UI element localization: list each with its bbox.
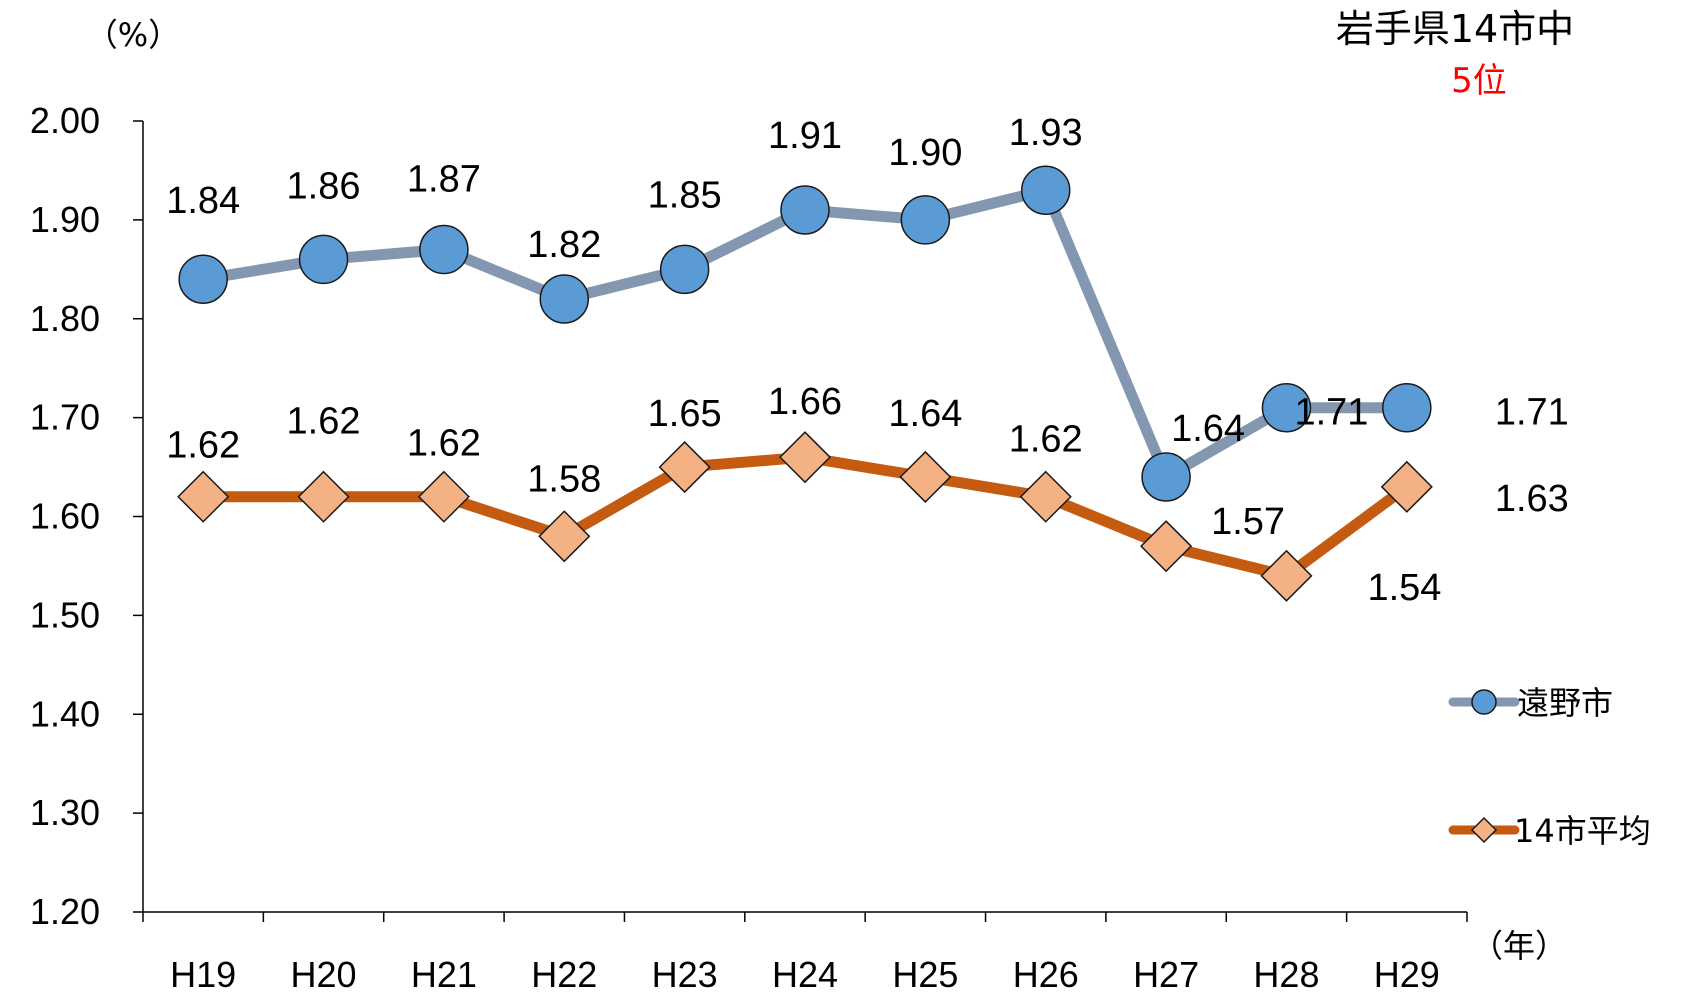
data-label: 1.65 <box>648 393 722 435</box>
legend-item-1: 14市平均 <box>1448 812 1651 850</box>
x-tick-label: H27 <box>1133 954 1199 992</box>
data-point-circle <box>1020 165 1071 215</box>
y-tick-label: 1.30 <box>30 792 100 833</box>
data-point-diamond <box>177 470 230 523</box>
data-label: 1.64 <box>1171 408 1245 450</box>
legend-label: 遠野市 <box>1517 684 1613 722</box>
x-unit-label: （年） <box>1471 927 1567 965</box>
data-label: 1.62 <box>287 401 361 443</box>
data-label: 1.87 <box>407 159 481 201</box>
y-tick-label: 2.00 <box>30 100 100 141</box>
y-tick-label: 1.50 <box>30 594 100 635</box>
data-point-circle <box>659 244 710 295</box>
data-point-diamond <box>297 470 350 523</box>
data-label: 1.71 <box>1294 392 1368 434</box>
data-label: 1.58 <box>527 458 601 500</box>
x-tick-label: H23 <box>652 954 718 992</box>
data-label: 1.71 <box>1495 392 1569 434</box>
x-tick-label: H29 <box>1374 954 1440 992</box>
x-ticks: H19 H20 H21 H22 H23 H24 H25 H26 H27 H28 H29 <box>142 912 1468 992</box>
x-tick-label: H26 <box>1013 954 1079 992</box>
data-point-circle <box>419 224 469 275</box>
y-ticks: 1.20 1.30 1.40 1.50 1.60 1.70 1.80 1.90 2.00 <box>30 100 143 932</box>
x-tick-label: H21 <box>411 954 477 992</box>
x-tick-label: H20 <box>291 954 357 992</box>
data-label: 1.62 <box>166 425 240 467</box>
x-tick-label: H28 <box>1253 954 1319 992</box>
data-label: 1.86 <box>287 165 361 207</box>
data-point-diamond <box>417 470 470 523</box>
y-unit-label: （%） <box>86 16 180 54</box>
data-point-diamond <box>1260 549 1313 602</box>
data-label: 1.62 <box>407 423 481 465</box>
data-point-circle <box>1382 382 1432 433</box>
data-point-diamond <box>538 510 591 563</box>
data-point-circle <box>298 234 349 285</box>
data-label: 1.85 <box>648 174 722 216</box>
data-point-circle <box>1141 452 1191 502</box>
data-label: 1.82 <box>527 224 601 266</box>
annotation-line2: 5位 <box>1451 61 1507 101</box>
data-point-circle <box>539 274 590 324</box>
annotation-line1: 岩手県14市中 <box>1336 7 1574 51</box>
data-point-diamond <box>899 450 952 504</box>
axes: 1.20 1.30 1.40 1.50 1.60 1.70 1.80 1.90 2.00 H19… <box>30 100 1468 992</box>
y-tick-label: 1.20 <box>30 891 100 932</box>
y-tick-label: 1.40 <box>30 693 100 734</box>
legend-label: 14市平均 <box>1514 812 1651 850</box>
data-label: 1.54 <box>1367 567 1441 609</box>
data-label: 1.57 <box>1211 501 1285 543</box>
data-point-diamond <box>658 441 711 494</box>
y-tick-label: 1.80 <box>30 298 100 339</box>
data-label: 1.64 <box>888 393 962 435</box>
data-point-diamond <box>778 431 832 484</box>
x-tick-label: H25 <box>892 954 958 992</box>
x-tick-label: H22 <box>531 954 597 992</box>
data-point-circle <box>178 254 228 304</box>
legend: 遠野市 14市平均 <box>1448 684 1651 850</box>
x-tick-label: H24 <box>772 954 838 992</box>
data-point-diamond <box>1140 520 1193 573</box>
legend-marker <box>1471 689 1497 715</box>
data-label: 1.66 <box>768 381 842 423</box>
data-labels: 1.62 1.62 1.62 1.58 1.65 1.66 1.64 1.62 1.57 1.54… <box>166 112 1569 609</box>
data-point-diamond <box>1380 460 1433 513</box>
x-tick-label: H19 <box>170 954 236 992</box>
series-layer <box>177 165 1433 602</box>
legend-marker <box>1470 816 1498 844</box>
data-point-diamond <box>1019 470 1072 523</box>
y-tick-label: 1.60 <box>30 496 100 537</box>
data-label: 1.90 <box>888 132 962 174</box>
legend-item-0: 遠野市 <box>1448 684 1613 722</box>
data-label: 1.63 <box>1495 478 1569 520</box>
y-tick-label: 1.90 <box>30 199 100 240</box>
data-label: 1.84 <box>166 180 240 222</box>
data-point-circle <box>900 195 951 245</box>
data-point-circle <box>780 185 830 235</box>
y-tick-label: 1.70 <box>30 397 100 438</box>
data-label: 1.62 <box>1009 419 1083 461</box>
data-point-circle <box>1261 382 1312 433</box>
data-label: 1.93 <box>1009 112 1083 154</box>
data-label: 1.91 <box>768 115 842 157</box>
